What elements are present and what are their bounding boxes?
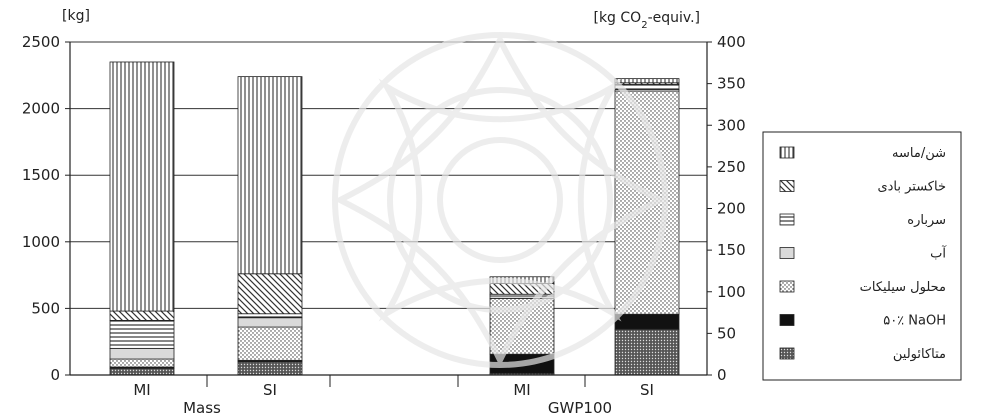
legend-swatch [779,314,795,326]
category-label: MI [133,381,150,399]
legend-label: سرباره [907,213,946,228]
right-tick-label: 350 [717,75,746,93]
legend-swatch [779,347,795,360]
left-tick-label: 2500 [22,33,60,51]
legend-label: شن/ماسه [892,146,946,161]
bar-segment-hlines [237,313,303,319]
legend-label: محلول سیلیکات [860,280,946,295]
right-tick-label: 400 [717,33,746,51]
group-label: Mass [183,399,221,416]
category-label: SI [263,381,277,399]
right-tick-label: 300 [717,116,746,134]
legend-label: متاکائولین [893,347,946,362]
bar-segment-dots [237,326,303,361]
bar-segment-dense [109,367,175,376]
legend: شن/ماسه خاکستر بادی سرباره آب محلول سیلیکات ۵… [762,131,962,381]
right-tick-label: 150 [717,241,746,259]
bar-segment-vlines [489,276,555,284]
category-label: MI [513,381,530,399]
bar-segment-hlines [109,319,175,349]
legend-box [762,131,962,381]
legend-label: خاکستر بادی [877,180,946,195]
bar-segment-vlines [109,61,175,312]
bar-segment-diag [109,310,175,321]
bar-segment-diag [237,273,303,315]
left-tick-label: 1000 [22,233,60,251]
bar-segment-dense [614,328,680,376]
left-tick-label: 2000 [22,100,60,118]
bar-segment-vlines [614,78,680,84]
group-label: GWP100 [548,399,612,416]
legend-swatch [779,180,795,192]
legend-swatch [779,280,795,293]
bar-segment-light [109,347,175,360]
bar-segment-vlines [237,76,303,275]
legend-label: ۵۰٪ NaOH [883,314,946,329]
bar-segment-dots [614,90,680,315]
bar-segment-hlines [614,84,680,90]
left-tick-label: 500 [31,299,60,317]
legend-swatch [779,213,795,226]
legend-swatch [779,247,795,259]
bar-segment-diag [489,283,555,295]
bar-segment-black [614,313,680,330]
bar-segment-light [237,317,303,328]
legend-label: آب [930,245,947,262]
bar-segment-dots [109,358,175,368]
left-tick-label: 1500 [22,166,60,184]
category-label: SI [640,381,654,399]
left-unit-label: [kg] [62,8,90,24]
right-tick-label: 0 [717,366,727,384]
left-tick-label: 0 [50,366,60,384]
right-tick-label: 250 [717,158,746,176]
bar-segment-dots [489,298,555,355]
right-tick-label: 100 [717,283,746,301]
bar-segment-black [489,353,555,374]
axes: 0 500 1000 1500 2000 2500 0 50 100 150 200 250 300 35… [22,8,746,416]
bar-segment-dense [237,361,303,376]
right-tick-label: 200 [717,200,746,218]
right-unit-label: [kg CO2-equiv.] [593,10,700,31]
right-tick-label: 50 [717,324,736,342]
legend-swatch [779,146,795,159]
